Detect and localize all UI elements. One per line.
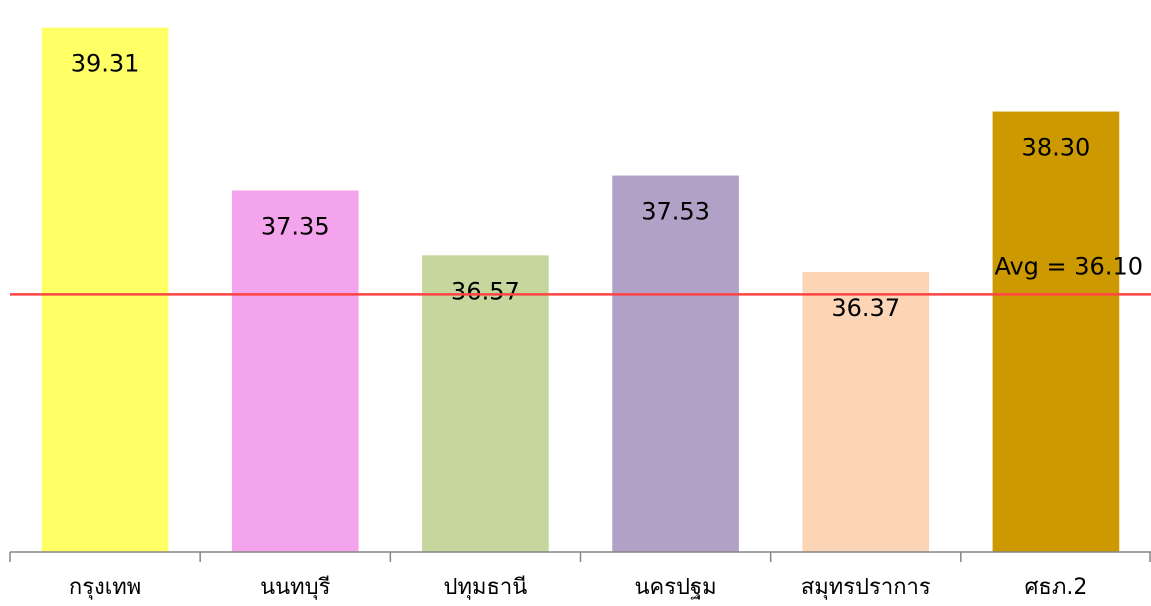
x-tick-label: สมุทรปราการ [801, 575, 931, 600]
bar [422, 255, 549, 552]
x-tick-label: ศธภ.2 [1024, 575, 1087, 600]
bars-group [41, 27, 1120, 553]
bar-value-label: 36.37 [831, 294, 900, 322]
bar [992, 111, 1120, 553]
bar-value-label: 37.35 [261, 213, 330, 241]
bar [41, 27, 169, 553]
average-label: Avg = 36.10 [994, 252, 1143, 280]
x-tick-label: ปทุมธานี [444, 575, 528, 600]
bar-value-label: 37.53 [641, 198, 710, 226]
bar [802, 271, 930, 552]
bar-value-label: 39.31 [71, 50, 140, 78]
bar-value-label: 36.57 [451, 277, 520, 305]
bar-value-label: 38.30 [1022, 134, 1091, 162]
x-tick-label: นนทบุรี [260, 575, 331, 600]
x-tick-label: กรุงเทพ [69, 575, 141, 600]
bar [231, 190, 359, 552]
x-tick-label: นครปฐม [634, 575, 716, 600]
x-axis-labels-group: กรุงเทพ นนทบุรี ปทุมธานี นครปฐม สมุทรปราการ ศ… [69, 575, 1087, 600]
value-labels-group: 39.31 37.35 36.57 37.53 36.37 38.30 [71, 50, 1091, 322]
bar [612, 175, 739, 553]
x-axis-ticks-group [9, 552, 1151, 562]
